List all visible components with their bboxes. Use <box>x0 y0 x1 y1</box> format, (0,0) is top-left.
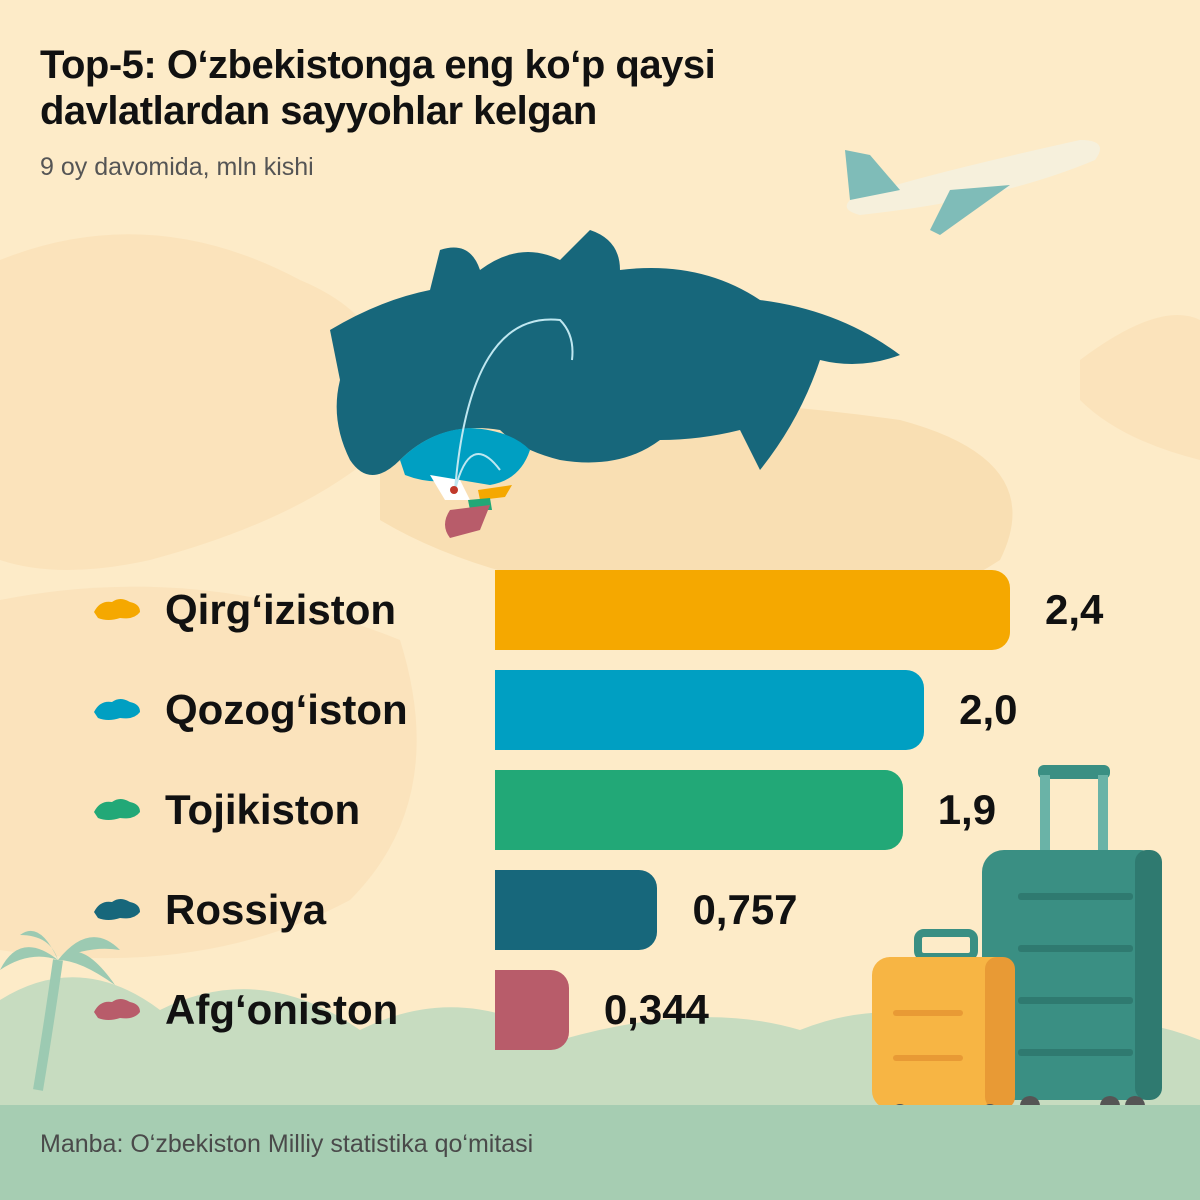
kazakhstan-map-icon <box>400 428 530 485</box>
bar-row: Qirg‘iziston 2,4 <box>0 570 1200 650</box>
bar-row: Tojikiston 1,9 <box>0 770 1200 850</box>
background-land-shape <box>380 400 1013 614</box>
category-label: Rossiya <box>165 886 327 933</box>
bar <box>495 870 658 950</box>
chart-title: Top-5: O‘zbekistonga eng ko‘p qaysi davl… <box>40 43 716 133</box>
category-label: Afg‘oniston <box>165 986 399 1033</box>
flight-arc <box>454 453 501 491</box>
value-label: 0,344 <box>603 986 709 1033</box>
background-land-shape <box>0 586 417 959</box>
bar <box>495 970 569 1050</box>
value-label: 2,4 <box>1045 586 1104 633</box>
russia-map-icon <box>330 230 900 475</box>
bar <box>495 670 925 750</box>
uzbekistan-map-icon <box>430 475 470 500</box>
category-label: Tojikiston <box>165 786 361 833</box>
bar-row: Rossiya 0,757 <box>0 870 1200 950</box>
kyrgyzstan-map-icon <box>90 592 144 628</box>
large-suitcase-icon <box>982 765 1162 1116</box>
location-pin-icon <box>450 486 458 494</box>
footer-band <box>0 1105 1200 1200</box>
bar-row: Qozog‘iston 2,0 <box>0 670 1200 750</box>
kazakhstan-map-icon <box>90 692 144 728</box>
source-note: Manba: O‘zbekiston Milliy statistika qo‘… <box>40 1130 534 1158</box>
tajikistan-map-icon <box>90 792 144 828</box>
background-land-shape <box>0 234 390 570</box>
value-label: 2,0 <box>959 686 1018 733</box>
airplane-icon <box>845 140 1100 235</box>
flight-arc <box>454 318 574 491</box>
bar <box>495 770 903 850</box>
afghanistan-map-icon <box>90 992 144 1028</box>
russia-map-icon <box>90 892 144 928</box>
category-label: Qozog‘iston <box>165 686 408 733</box>
afghanistan-map-icon <box>445 505 490 538</box>
category-label: Qirg‘iziston <box>165 586 396 633</box>
bar-row: Afg‘oniston 0,344 <box>0 970 1200 1050</box>
value-label: 0,757 <box>692 886 798 933</box>
palm-tree-icon <box>0 930 120 1091</box>
chart-subtitle: 9 oy davomida, mln kishi <box>40 153 314 181</box>
bar <box>495 570 1010 650</box>
kyrgyzstan-map-icon <box>478 485 512 500</box>
value-label: 1,9 <box>937 786 997 833</box>
background-land-shape <box>1080 315 1200 460</box>
small-suitcase-icon <box>872 929 1015 1120</box>
